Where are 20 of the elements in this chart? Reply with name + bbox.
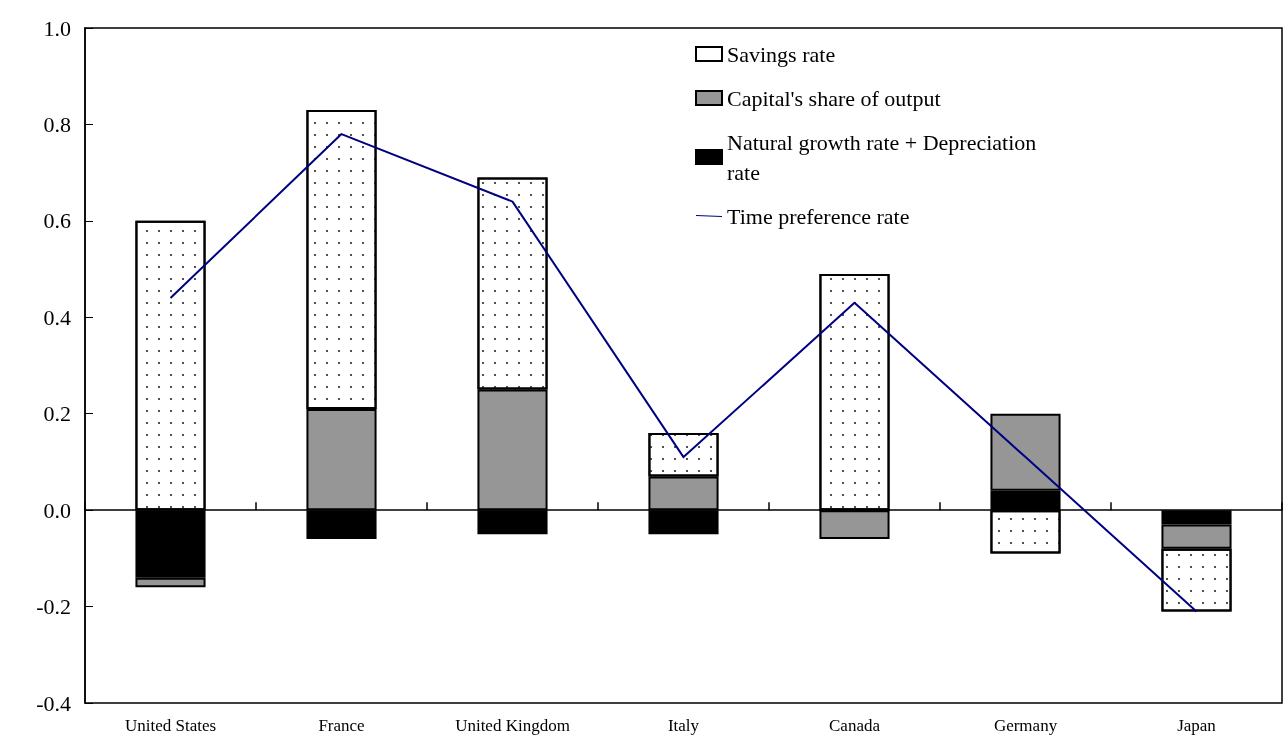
y-tick-label: 0.6	[43, 208, 71, 234]
y-tick-label: 0.2	[43, 401, 71, 427]
x-tick-label: Japan	[1177, 716, 1217, 735]
legend-label: Natural growth rate + Depreciation rate	[727, 129, 1042, 185]
y-tick-label: 0.0	[43, 497, 71, 523]
y-tick-label: -0.4	[36, 690, 71, 716]
legend-label: Savings rate	[727, 41, 836, 67]
legend-label: Time preference rate	[727, 203, 910, 229]
x-tick-label: Germany	[993, 716, 1058, 735]
x-tick-label: France	[318, 716, 365, 735]
y-tick-label: 0.4	[43, 304, 71, 330]
y-tick-label: 0.8	[43, 111, 71, 137]
line-series	[169, 133, 1198, 613]
x-tick-label: United States	[124, 716, 217, 735]
y-tick-label: 1.0	[43, 15, 71, 41]
x-tick-label: United Kingdom	[455, 716, 570, 735]
y-tick-label: -0.2	[36, 594, 71, 620]
x-tick-label: Canada	[829, 716, 881, 735]
x-tick-label: Italy	[667, 716, 700, 735]
legend-label: Capital's share of output	[727, 85, 941, 111]
